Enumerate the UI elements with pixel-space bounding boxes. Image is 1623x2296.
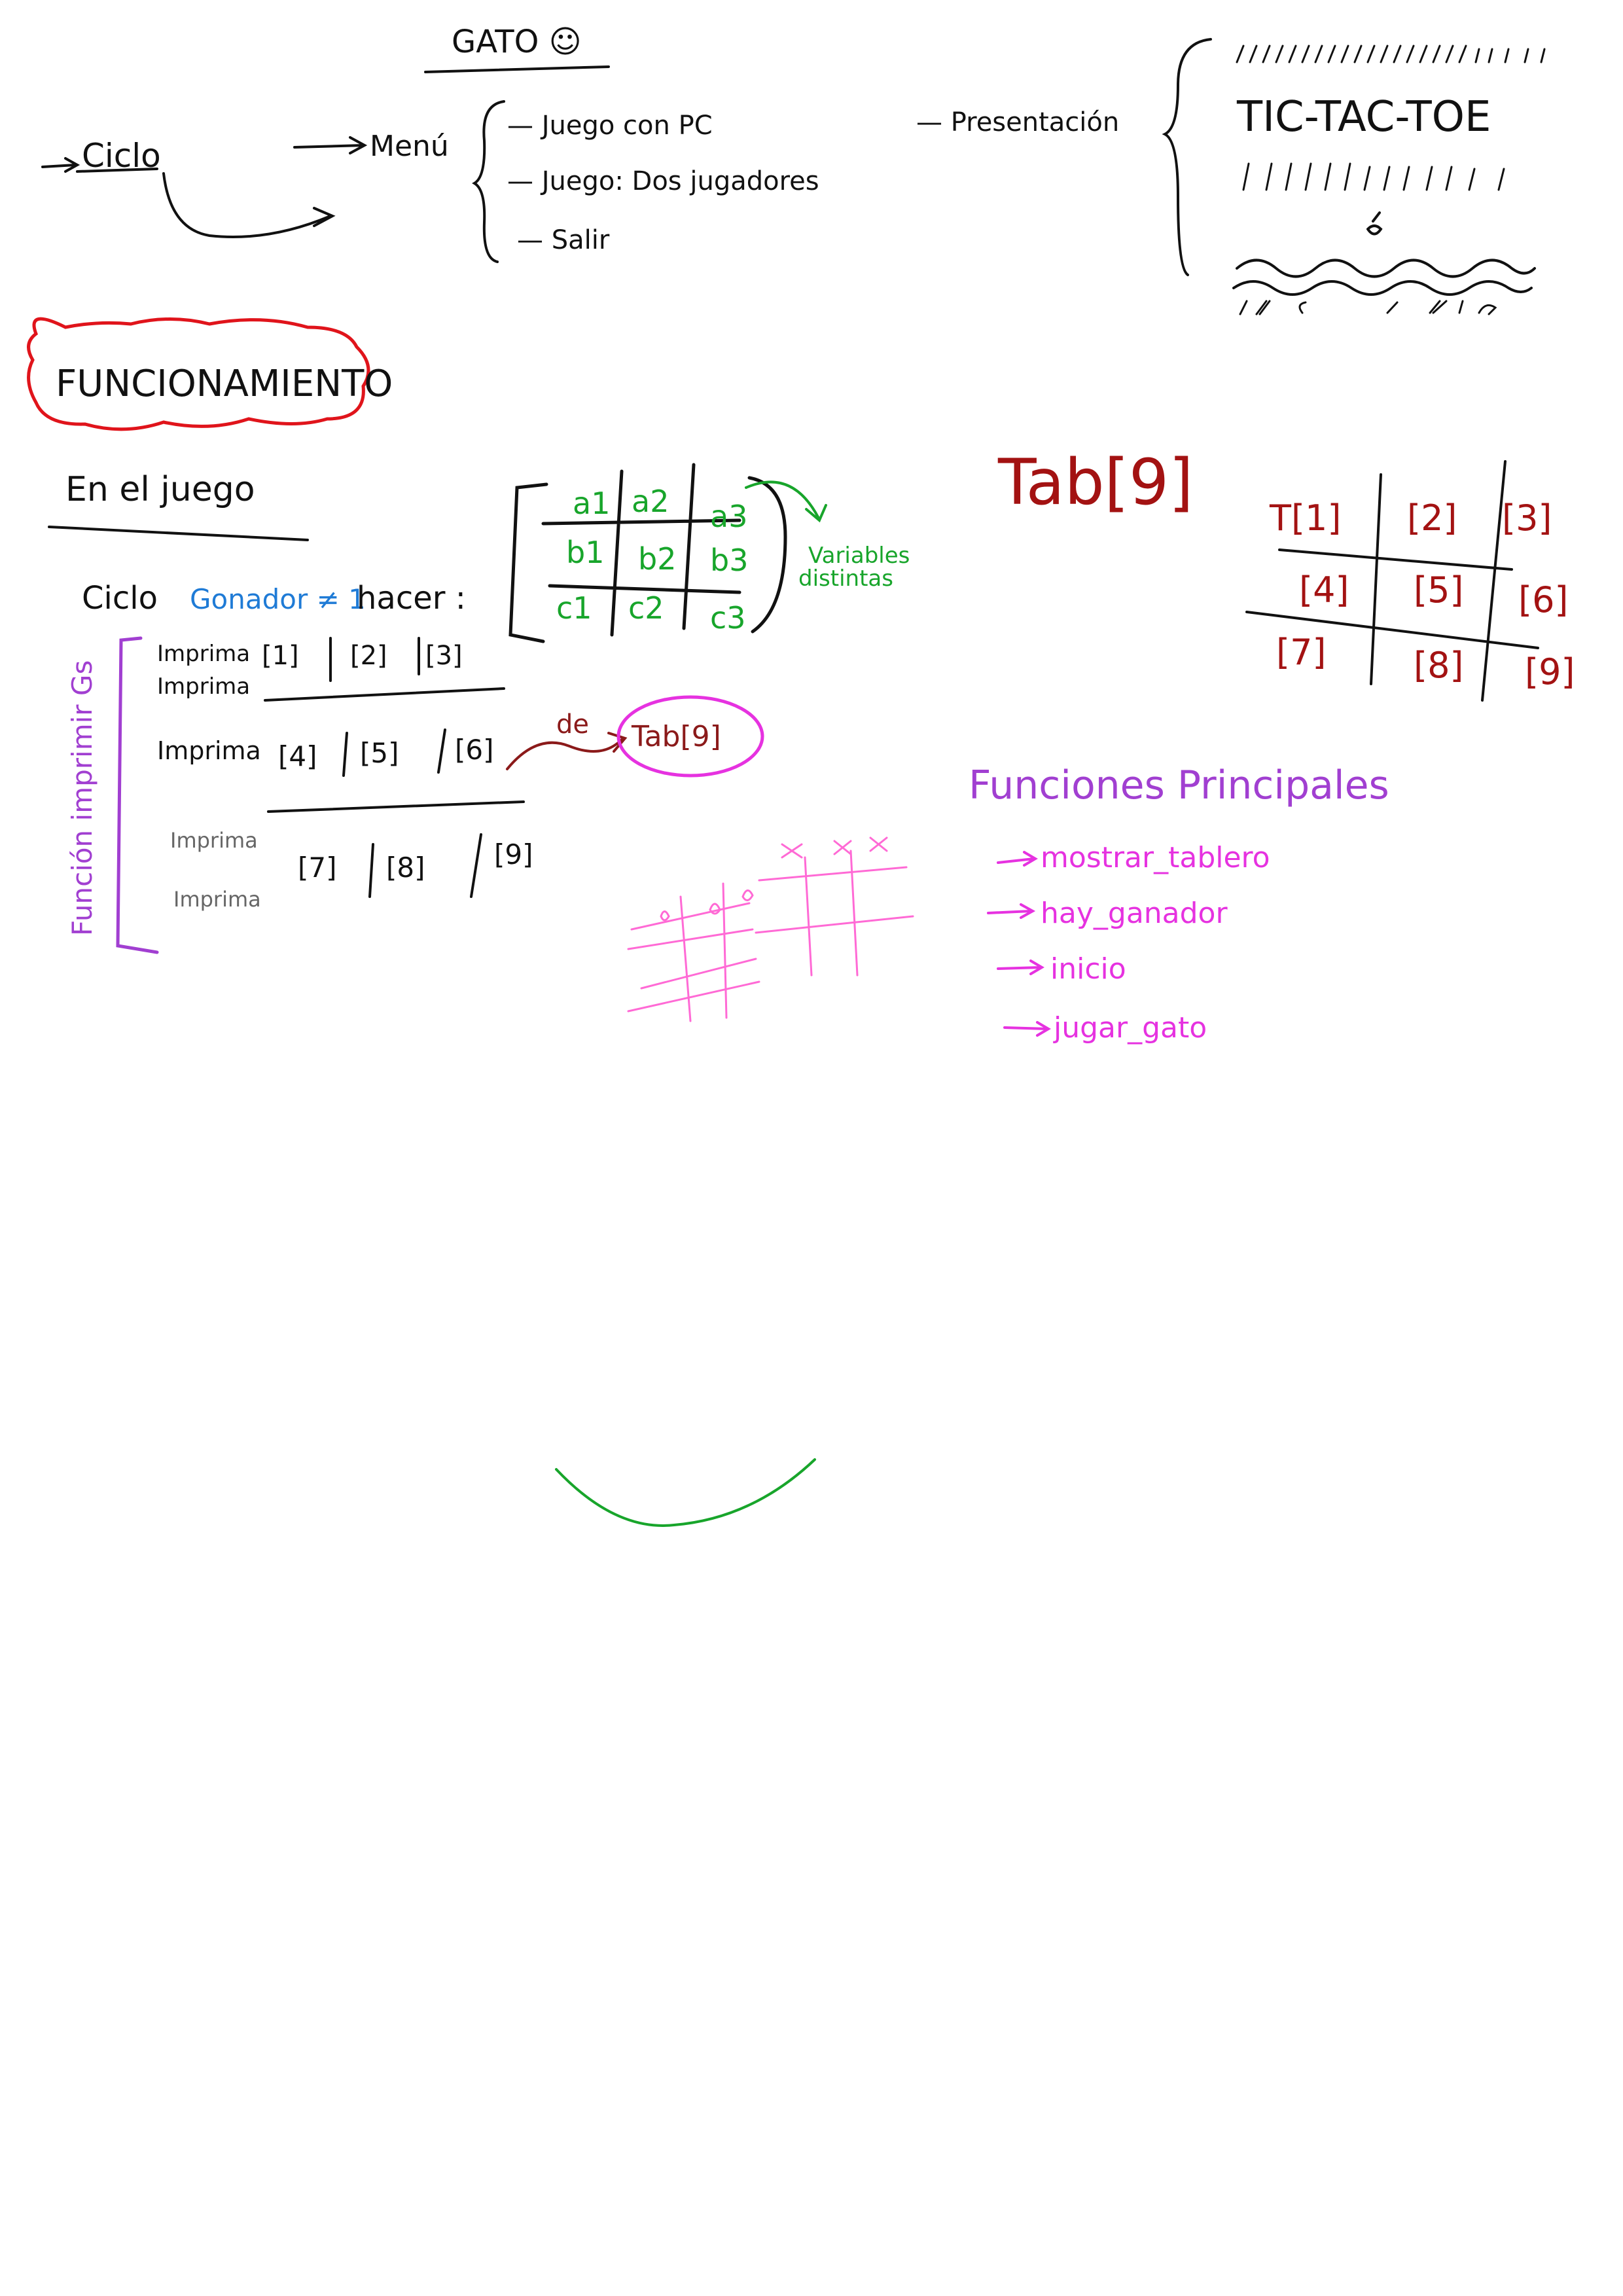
header: GATO ☺ Ciclo Menú — Juego con PC — Juego… — [41, 24, 1546, 315]
function-item-4: jugar_gato — [1053, 1011, 1207, 1045]
print-row-2-line — [264, 687, 505, 702]
var-a3: a3 — [710, 499, 747, 534]
game-heading-underline — [48, 526, 309, 541]
title-underline — [424, 65, 610, 73]
cycle-underline — [76, 168, 158, 173]
print-row-3-separators — [342, 728, 446, 777]
banner-text: TIC-TAC-TOE — [1236, 93, 1491, 141]
print-row-3-cell-3: [6] — [455, 734, 494, 766]
section-title-cloud — [27, 317, 370, 431]
var-c2: c2 — [628, 590, 664, 626]
loop-suffix: hacer : — [357, 580, 466, 617]
var-a2: a2 — [632, 484, 669, 519]
var-c3: c3 — [710, 600, 746, 636]
tab-cell-8: [8] — [1414, 645, 1464, 686]
de-arrow-label: de — [556, 709, 589, 740]
tic-tac-toe-doodles — [627, 836, 914, 1022]
function-side-label: Función imprimir Gs — [66, 660, 98, 936]
tab-cell-1: T[1] — [1269, 497, 1341, 539]
tab-array-grid-lines — [1245, 460, 1539, 702]
variables-note-line-2: distintas — [798, 565, 893, 592]
function-item-2: hay_ganador — [1041, 897, 1228, 930]
game-section: En el juego Ciclo Gonador ≠ 1 hacer : Fu… — [48, 470, 764, 954]
variable-grid-left-bracket — [508, 482, 548, 643]
doodle-o-marks — [660, 889, 754, 922]
variable-grid-lines — [541, 463, 741, 637]
variables-note-line-1: Variables — [808, 543, 910, 569]
tab-cell-7: [7] — [1276, 632, 1327, 673]
print-row-5-cell-2: [8] — [386, 852, 425, 884]
variable-grid-right-bracket — [747, 476, 787, 634]
loop-condition: Gonador ≠ 1 — [190, 583, 366, 615]
print-row-5-separators — [368, 833, 482, 898]
print-row-5-label: Imprima — [173, 887, 261, 912]
var-c1: c1 — [556, 590, 592, 626]
tab-cell-9: [9] — [1525, 651, 1575, 692]
tab-array-title: Tab[9] — [997, 446, 1194, 519]
menu-label: Menú — [370, 130, 449, 163]
var-b3: b3 — [710, 543, 748, 578]
print-row-2-label: Imprima — [157, 673, 250, 700]
print-row-1-cell-3: [3] — [425, 641, 463, 671]
menu-arrow — [293, 136, 368, 154]
banner-top-ticks — [1236, 45, 1546, 63]
banner-wave-2 — [1232, 280, 1533, 296]
print-row-3-cell-1: [4] — [278, 740, 317, 772]
tab-circle — [616, 695, 764, 778]
main-functions: Funciones Principales mostrar_tablero ha… — [969, 762, 1389, 1045]
page-title: GATO ☺ — [452, 24, 582, 60]
section-title-group: FUNCIONAMIENTO — [27, 317, 393, 431]
variable-grid: a1 a2 a3 b1 b2 b3 c1 c2 c3 Variables dis… — [508, 463, 910, 643]
doodle-x-marks — [781, 836, 888, 859]
section-title: FUNCIONAMIENTO — [56, 363, 393, 405]
print-row-3-cell-2: [5] — [360, 737, 399, 769]
tab-circle-text: Tab[9] — [631, 720, 721, 753]
green-smile-curve — [555, 1458, 816, 1527]
var-b1: b1 — [566, 535, 604, 570]
print-row-4-line — [267, 800, 525, 813]
function-item-1: mostrar_tablero — [1041, 841, 1270, 874]
tab-cell-4: [4] — [1299, 569, 1349, 611]
function-item-arrows — [987, 851, 1051, 1037]
variables-arrow — [745, 480, 827, 523]
var-a1: a1 — [573, 486, 610, 521]
game-heading: En el juego — [65, 470, 255, 509]
cycle-loop-arrow — [162, 172, 336, 238]
tab-cell-5: [5] — [1414, 569, 1464, 611]
function-bracket — [116, 636, 159, 954]
menu-option-1: — Juego con PC — [507, 111, 713, 141]
presentation-label: — Presentación — [916, 107, 1119, 137]
banner-wave-1 — [1236, 259, 1536, 278]
tab-cell-2: [2] — [1407, 497, 1457, 539]
tab-cell-6: [6] — [1518, 579, 1569, 620]
presentation-brace — [1162, 38, 1212, 276]
doodle-board-left — [627, 882, 760, 1022]
function-item-3: inicio — [1050, 952, 1126, 986]
banner-accent-mark — [1366, 211, 1383, 236]
print-row-1-separators — [329, 637, 420, 682]
banner-bottom-ticks — [1242, 162, 1505, 191]
menu-brace — [472, 100, 505, 263]
cycle-arrow-in — [41, 157, 80, 173]
print-row-5-cell-1: [7] — [298, 852, 337, 884]
tab-cell-3: [3] — [1502, 497, 1552, 539]
print-row-4-label: Imprima — [170, 828, 258, 853]
print-row-1-cell-1: [1] — [262, 641, 299, 671]
de-arrow — [506, 732, 628, 770]
loop-prefix: Ciclo — [82, 580, 158, 617]
print-row-3-label: Imprima — [157, 736, 261, 765]
tab-array: Tab[9] T[1] [2] [3] [4] [5] [6] [7] [8] … — [997, 446, 1575, 702]
doodle-board-right — [755, 850, 914, 977]
banner-bottom-marks — [1239, 300, 1497, 315]
print-row-5-cell-3: [9] — [494, 838, 533, 870]
print-row-1-label: Imprima — [157, 641, 250, 667]
print-row-1-cell-2: [2] — [350, 641, 387, 671]
menu-option-2: — Juego: Dos jugadores — [507, 166, 819, 196]
var-b2: b2 — [638, 541, 676, 577]
menu-option-3: — Salir — [517, 225, 610, 255]
main-functions-title: Funciones Principales — [969, 762, 1389, 808]
